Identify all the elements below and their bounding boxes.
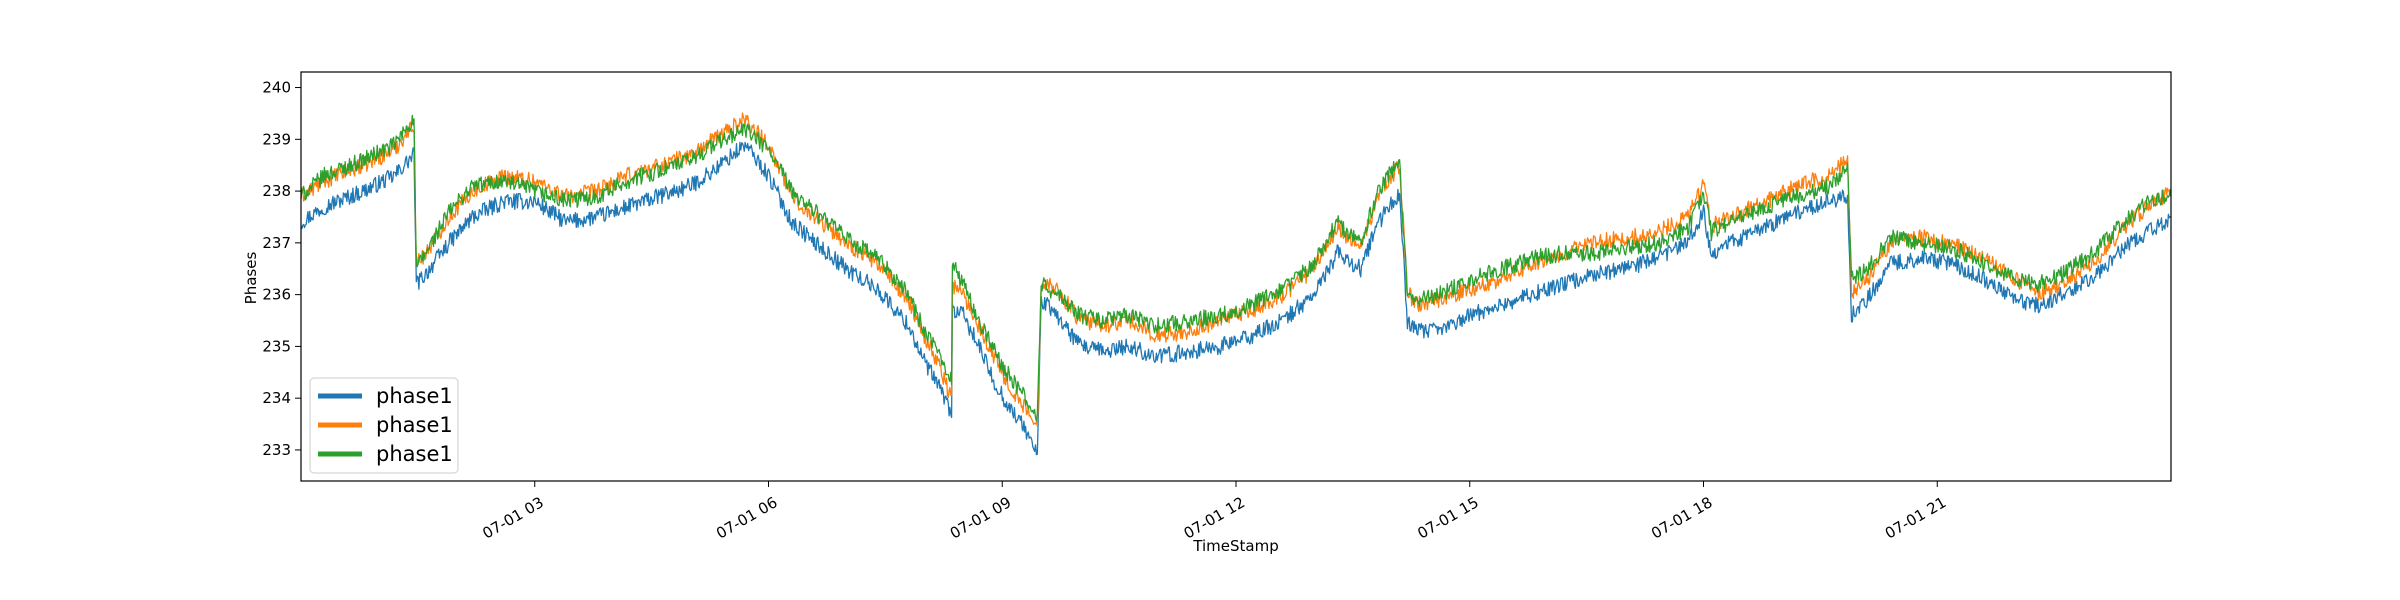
x-tick-label: 07-01 21 [1882,493,1949,542]
x-tick-label: 07-01 15 [1414,493,1481,542]
series-line-1 [300,141,2172,456]
x-axis-label: TimeStamp [1192,537,1278,555]
plot-area-frame [300,71,2172,482]
y-tick-label: 233 [262,441,291,459]
x-tick-label: 07-01 09 [947,493,1014,542]
y-axis-label: Phases [242,252,260,305]
legend-label-3: phase1 [376,442,453,466]
y-tick-label: 240 [262,79,291,97]
y-tick-label: 237 [262,234,291,252]
x-tick-label: 07-01 03 [479,493,546,542]
x-axis: 07-01 03 07-01 06 07-01 09 07-01 12 07-01 15… [479,481,1949,543]
series-layer [300,112,2172,456]
legend-label-2: phase1 [376,413,453,437]
x-tick-label: 07-01 18 [1648,493,1715,542]
y-tick-label: 234 [262,389,291,407]
legend-box [309,377,459,474]
y-tick-label: 236 [262,286,291,304]
x-tick-label: 07-01 06 [713,493,780,542]
y-tick-label: 235 [262,337,291,355]
series-line-3 [300,114,2172,422]
x-tick-label: 07-01 12 [1181,493,1248,542]
legend: phase1 phase1 phase1 [309,377,459,474]
y-tick-label: 238 [262,182,291,200]
y-axis: 233 234 235 236 237 238 239 240 [262,79,301,459]
legend-label-1: phase1 [376,384,453,408]
y-tick-label: 239 [262,130,291,148]
series-line-2 [300,112,2172,427]
